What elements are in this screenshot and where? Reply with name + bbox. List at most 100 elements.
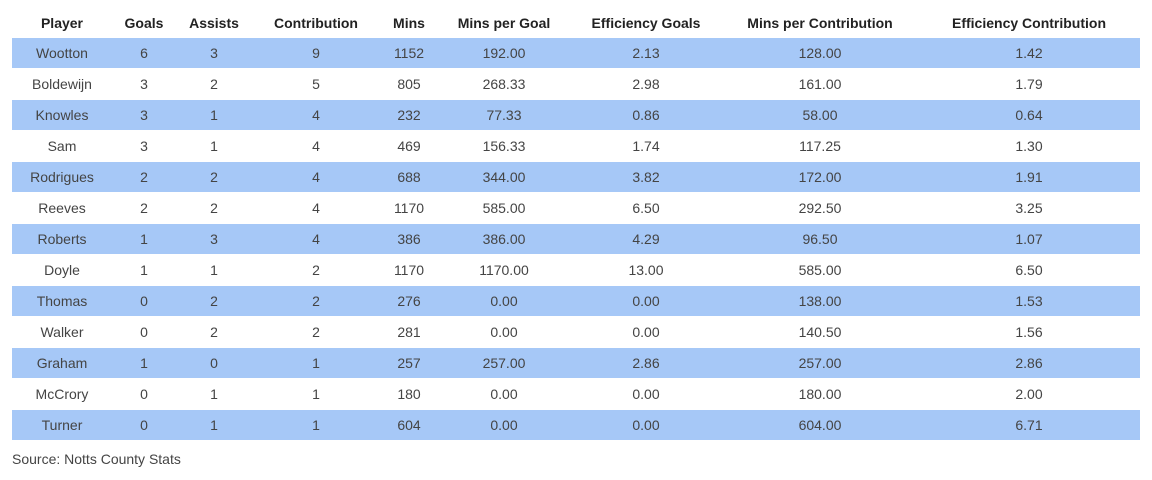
table-cell: 344.00	[438, 162, 570, 192]
table-cell: 156.33	[438, 131, 570, 161]
table-row: Reeves 2 2 4 1170 585.00 6.50 292.50 3.25	[12, 193, 1140, 223]
table-cell: 138.00	[722, 286, 918, 316]
table-cell: 180	[380, 379, 438, 409]
table-cell: 5	[252, 69, 380, 99]
table-row: Wootton 6 3 9 1152 192.00 2.13 128.00 1.42	[12, 38, 1140, 68]
table-cell: 2	[176, 317, 252, 347]
table-cell: 1.79	[918, 69, 1140, 99]
table-cell: 1	[176, 410, 252, 440]
table-cell: 1	[252, 348, 380, 378]
table-cell: 604	[380, 410, 438, 440]
table-cell: 805	[380, 69, 438, 99]
table-cell: 1.53	[918, 286, 1140, 316]
table-cell: 0.64	[918, 100, 1140, 130]
table-cell: 13.00	[570, 255, 722, 285]
table-body: Wootton 6 3 9 1152 192.00 2.13 128.00 1.42 Boldew…	[12, 38, 1140, 440]
table-row: Knowles 3 1 4 232 77.33 0.86 58.00 0.64	[12, 100, 1140, 130]
table-cell: 688	[380, 162, 438, 192]
table-cell: 0	[176, 348, 252, 378]
table-cell: 117.25	[722, 131, 918, 161]
table-row: Walker 0 2 2 281 0.00 0.00 140.50 1.56	[12, 317, 1140, 347]
table-cell: 585.00	[722, 255, 918, 285]
table-cell: 0	[112, 286, 176, 316]
table-cell: 2	[176, 193, 252, 223]
table-cell: 0.00	[570, 286, 722, 316]
player-name-cell: Sam	[12, 131, 112, 161]
table-cell: 4	[252, 224, 380, 254]
source-note: Source: Notts County Stats	[12, 451, 181, 467]
table-cell: 0.00	[570, 379, 722, 409]
table-cell: 128.00	[722, 38, 918, 68]
column-header: Mins per Contribution	[747, 15, 893, 31]
table-cell: 1	[252, 410, 380, 440]
table-cell: 1	[112, 348, 176, 378]
table-cell: 1.74	[570, 131, 722, 161]
table-row: Boldewijn 3 2 5 805 268.33 2.98 161.00 1.79	[12, 69, 1140, 99]
table-cell: 96.50	[722, 224, 918, 254]
table-cell: 58.00	[722, 100, 918, 130]
player-name-cell: Rodrigues	[12, 162, 112, 192]
table-cell: 2	[176, 69, 252, 99]
player-name-cell: Roberts	[12, 224, 112, 254]
table-cell: 0.00	[438, 286, 570, 316]
table-cell: 4	[252, 193, 380, 223]
table-cell: 268.33	[438, 69, 570, 99]
table-cell: 2	[176, 286, 252, 316]
table-cell: 3	[112, 131, 176, 161]
column-header: Assists	[189, 15, 239, 31]
table-cell: 180.00	[722, 379, 918, 409]
table-cell: 257.00	[438, 348, 570, 378]
table-cell: 2	[252, 317, 380, 347]
table-cell: 2.98	[570, 69, 722, 99]
table-cell: 0.00	[570, 410, 722, 440]
table-cell: 1.30	[918, 131, 1140, 161]
player-name-cell: Thomas	[12, 286, 112, 316]
table-cell: 0.00	[438, 379, 570, 409]
player-name-cell: Graham	[12, 348, 112, 378]
table-cell: 2.00	[918, 379, 1140, 409]
table-cell: 2	[252, 286, 380, 316]
table-cell: 140.50	[722, 317, 918, 347]
table-cell: 172.00	[722, 162, 918, 192]
table-cell: 1170.00	[438, 255, 570, 285]
table-cell: 386	[380, 224, 438, 254]
table-cell: 1	[176, 100, 252, 130]
table-cell: 257.00	[722, 348, 918, 378]
table-cell: 77.33	[438, 100, 570, 130]
player-name-cell: Boldewijn	[12, 69, 112, 99]
table-cell: 1152	[380, 38, 438, 68]
table-cell: 1	[112, 255, 176, 285]
table-cell: 386.00	[438, 224, 570, 254]
table-cell: 281	[380, 317, 438, 347]
table-row: Sam 3 1 4 469 156.33 1.74 117.25 1.30	[12, 131, 1140, 161]
table-row: McCrory 0 1 1 180 0.00 0.00 180.00 2.00	[12, 379, 1140, 409]
table-cell: 1	[176, 131, 252, 161]
table-cell: 2.86	[570, 348, 722, 378]
table-cell: 257	[380, 348, 438, 378]
table-cell: 6.50	[570, 193, 722, 223]
table-cell: 0	[112, 410, 176, 440]
column-header: Mins per Goal	[457, 15, 551, 31]
table-cell: 2	[112, 193, 176, 223]
column-header: Mins	[393, 15, 425, 31]
column-header: Efficiency Goals	[591, 15, 701, 31]
column-header: Player	[40, 15, 84, 31]
table-cell: 0	[112, 379, 176, 409]
table-cell: 6.71	[918, 410, 1140, 440]
column-header: Contribution	[274, 15, 358, 31]
player-name-cell: McCrory	[12, 379, 112, 409]
table-cell: 1	[176, 379, 252, 409]
table-cell: 1.91	[918, 162, 1140, 192]
player-name-cell: Walker	[12, 317, 112, 347]
table-cell: 3	[176, 38, 252, 68]
table-row: Turner 0 1 1 604 0.00 0.00 604.00 6.71	[12, 410, 1140, 440]
player-name-cell: Knowles	[12, 100, 112, 130]
table-cell: 0.00	[570, 317, 722, 347]
table-cell: 2.86	[918, 348, 1140, 378]
table-cell: 292.50	[722, 193, 918, 223]
table-cell: 232	[380, 100, 438, 130]
table-cell: 0	[112, 317, 176, 347]
table-cell: 2	[252, 255, 380, 285]
table-cell: 192.00	[438, 38, 570, 68]
table-cell: 1170	[380, 193, 438, 223]
